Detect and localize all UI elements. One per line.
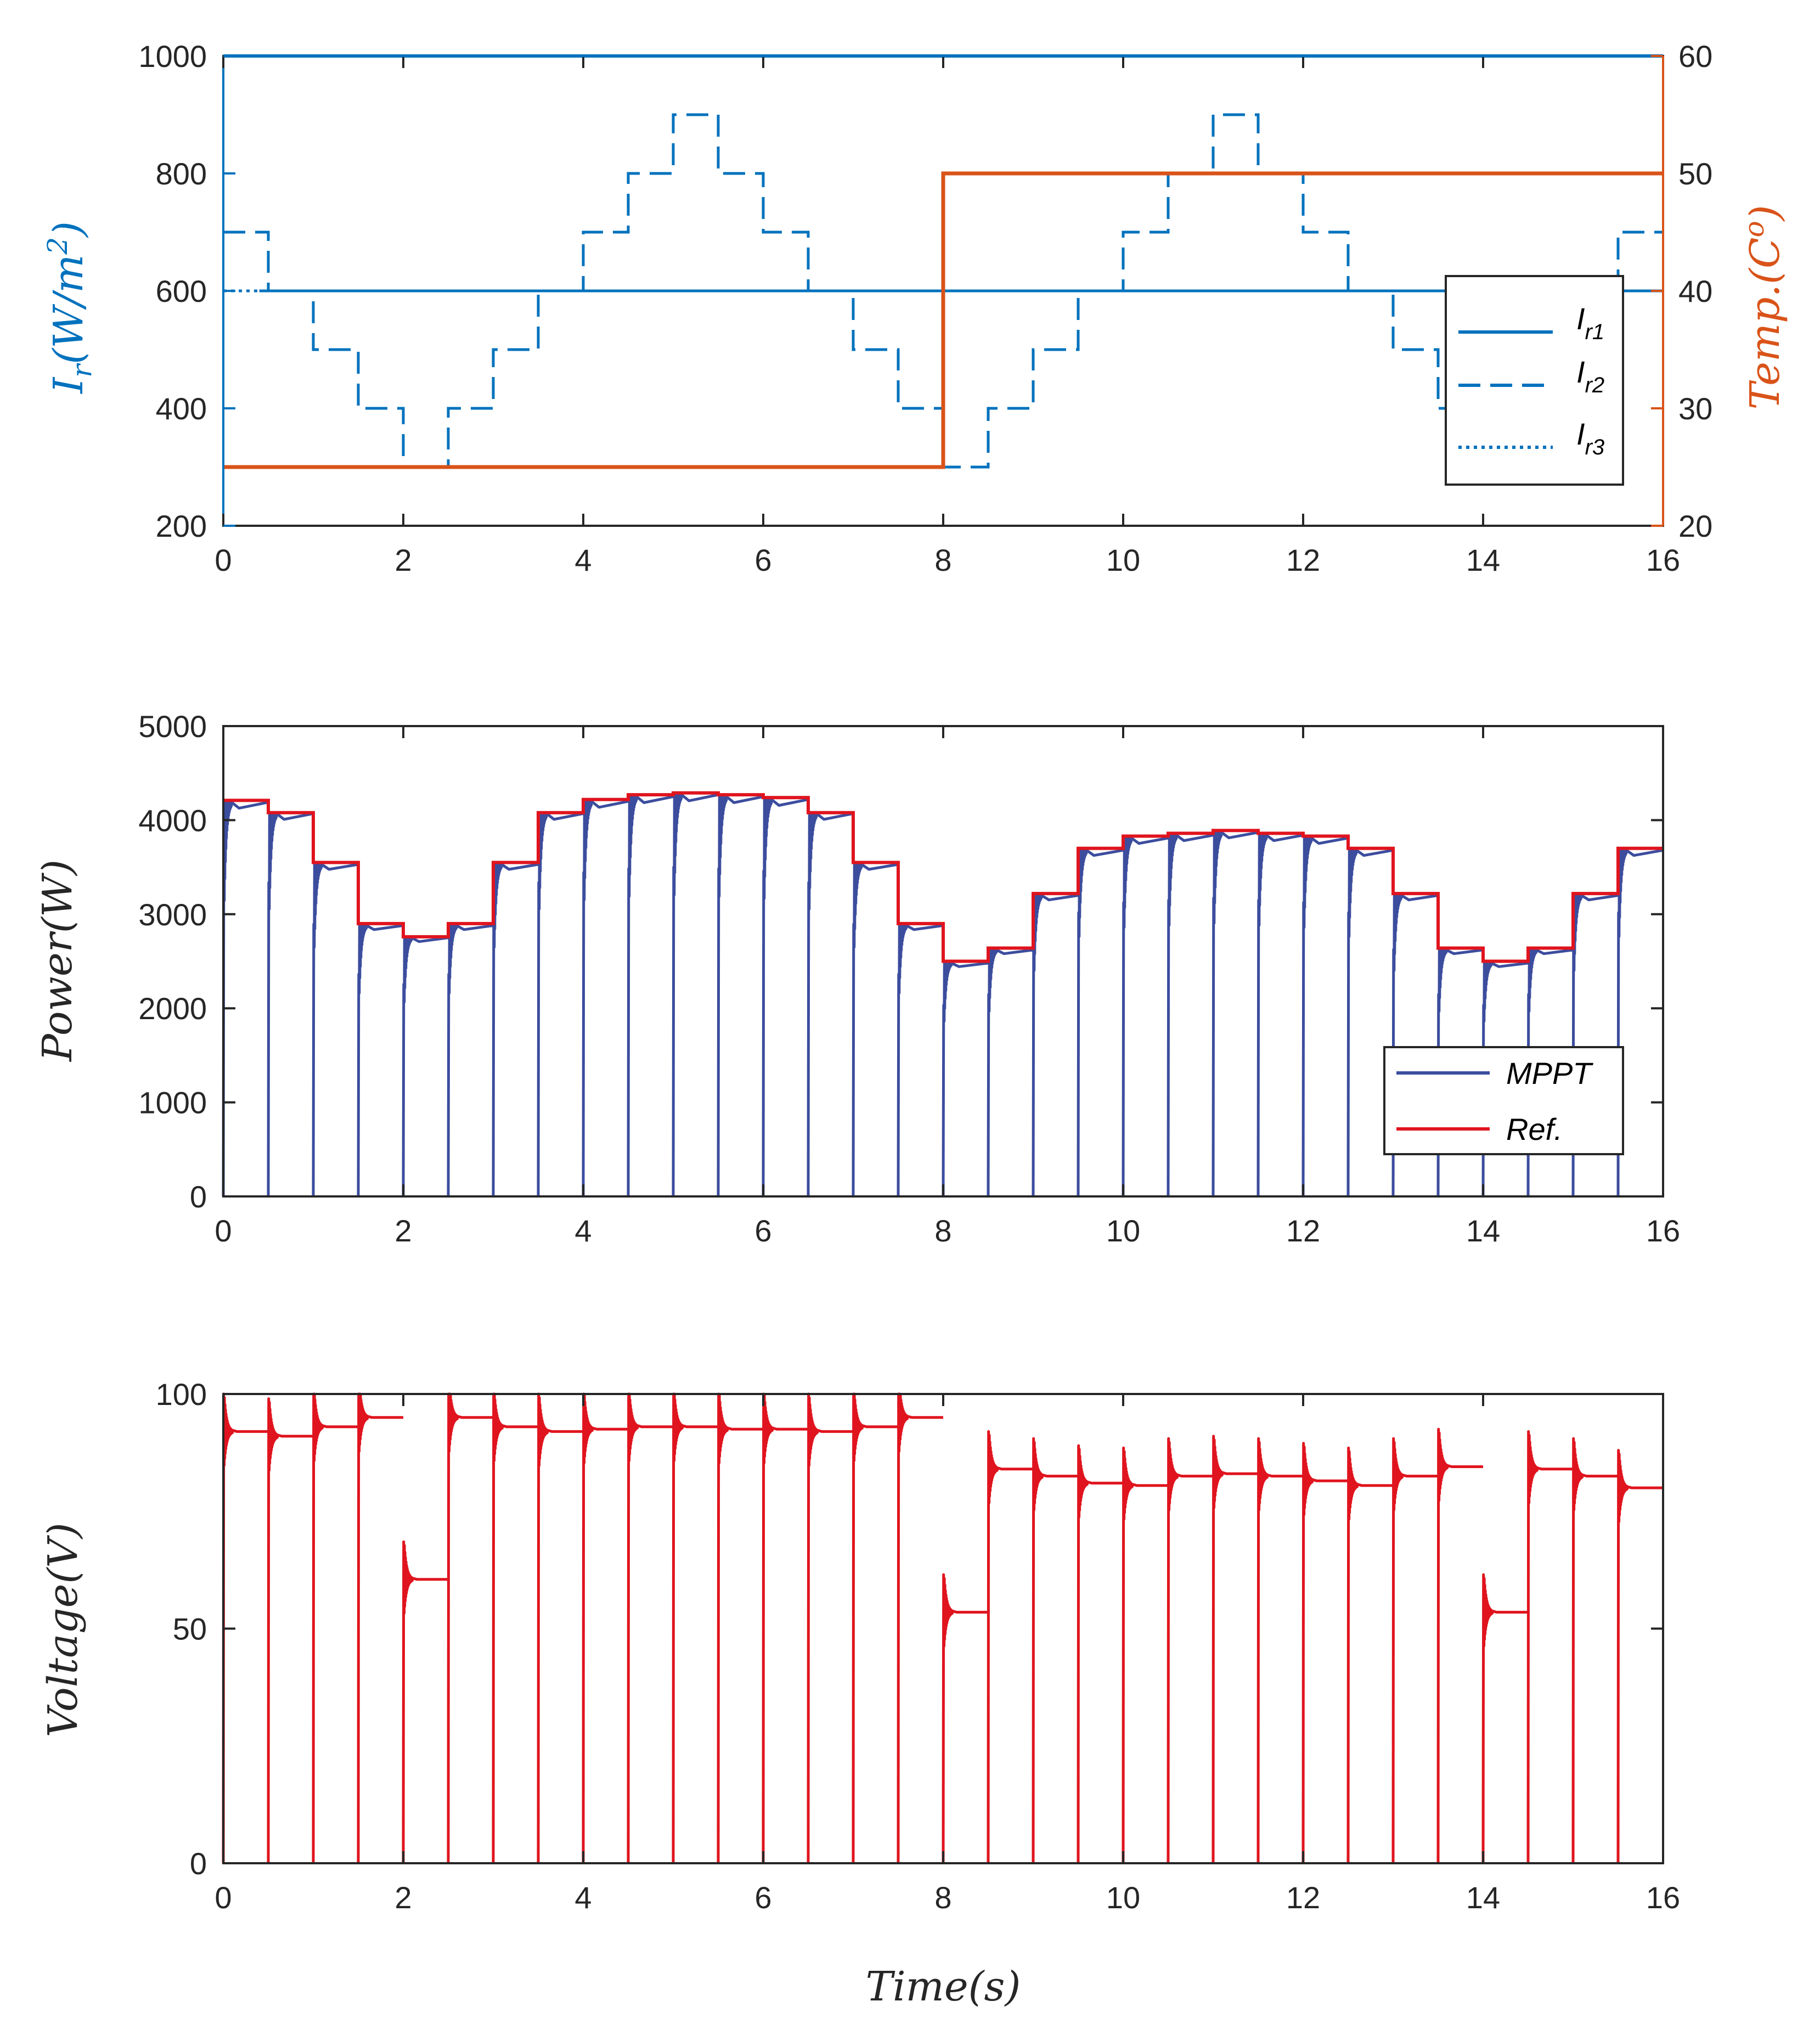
panel1-y-tick-label: 200 <box>156 509 207 543</box>
panel1-x-tick-label: 4 <box>574 543 591 577</box>
panel1-x-tick-label: 6 <box>754 543 771 577</box>
panel1-right-tick-label: 50 <box>1678 156 1712 191</box>
panel1-x-tick-label: 10 <box>1106 543 1140 577</box>
legend-main: I <box>1576 355 1585 389</box>
panel3-x-tick-label: 14 <box>1466 1880 1500 1915</box>
panel2-x-tick-label: 10 <box>1106 1213 1140 1248</box>
panel2-x-tick-label: 2 <box>395 1213 412 1248</box>
panel3-y-tick-label: 0 <box>190 1846 207 1881</box>
legend-label-ir3: Ir3 <box>1576 417 1604 459</box>
power-panel: 0 2 4 6 8 10 12 14 16 0 1000 2000 3000 4000 5000 Power… <box>34 709 1680 1248</box>
panel3-y-axis-label: Voltage(V) <box>40 1522 87 1737</box>
panel2-y-tick-label: 2000 <box>138 991 207 1026</box>
panel1-y-tick-label: 800 <box>156 156 207 191</box>
panel2-x-tick-label: 6 <box>754 1213 771 1248</box>
series-mppt-line <box>222 793 1664 1197</box>
legend-main: I <box>1576 301 1585 336</box>
voltage-panel: 0 2 4 6 8 10 12 14 16 0 50 100 Voltage(V) Time(s) <box>40 1377 1680 2010</box>
panel1-x-tick-label: 16 <box>1646 543 1680 577</box>
panel1-x-tick-label: 8 <box>934 543 951 577</box>
panel2-y-tick-label: 0 <box>190 1179 207 1214</box>
panel1-left-axis-label: Ir(W/m2) <box>42 221 98 395</box>
panel1-y-tick-label: 400 <box>156 391 207 426</box>
label-main: Temp.(C <box>1742 238 1789 410</box>
panel3-y-tick-label: 100 <box>156 1377 207 1412</box>
panel2-x-tick-label: 0 <box>215 1213 232 1248</box>
panel2-x-tick-label: 14 <box>1466 1213 1500 1248</box>
panel3-x-tick-label: 2 <box>395 1880 412 1915</box>
series-voltage-line <box>222 1392 1663 1864</box>
panel3-y-tick-label: 50 <box>173 1612 207 1646</box>
legend-sub: r2 <box>1585 373 1605 397</box>
panel2-y-axis-label: Power(W) <box>34 859 81 1063</box>
panel2-y-tick-label: 4000 <box>138 803 207 837</box>
legend-sub: r3 <box>1585 435 1605 459</box>
panel3-x-tick-label: 10 <box>1106 1880 1140 1915</box>
irradiance-temperature-panel: 0 2 4 6 8 10 12 14 1620040060080010002030405060 … <box>42 39 1789 577</box>
panel2-x-tick-label: 4 <box>574 1213 591 1248</box>
legend-sub: r1 <box>1585 320 1605 344</box>
panel2-y-tick-label: 5000 <box>138 709 207 744</box>
panel2-x-tick-label: 16 <box>1646 1213 1680 1248</box>
panel3-axes: 0 2 4 6 8 10 12 14 16 0 50 100 <box>156 1377 1681 1915</box>
panel1-right-axis-label: Temp.(Co) <box>1738 205 1789 410</box>
label-main: I <box>45 376 92 395</box>
panel1-x-tick-label: 12 <box>1286 543 1320 577</box>
label-sub: r <box>66 363 98 378</box>
panel2-x-tick-label: 8 <box>934 1213 951 1248</box>
panel3-x-axis-label: Time(s) <box>866 1963 1021 2010</box>
label-close: ) <box>1742 205 1789 222</box>
panel2-legend: MPPT Ref. <box>1383 1046 1624 1155</box>
panel1-x-tick-label: 14 <box>1466 543 1500 577</box>
panel1-axes: 0 2 4 6 8 10 12 14 16 200 400 600 800 1000 20 30 40 50 60 <box>138 39 1712 577</box>
legend-label-mppt: MPPT <box>1506 1056 1593 1090</box>
panel1-right-tick-label: 20 <box>1678 509 1712 543</box>
panel3-x-tick-label: 16 <box>1646 1880 1680 1915</box>
legend-label-ref: Ref. <box>1506 1112 1563 1146</box>
panel3-x-tick-label: 6 <box>754 1880 771 1915</box>
series-temperature-line <box>223 171 1663 469</box>
panel1-legend-box <box>1445 275 1624 486</box>
panel1-x-tick-label: 2 <box>395 543 412 577</box>
panel2-axes: 0 2 4 6 8 10 12 14 16 0 1000 2000 3000 4000 5000 <box>138 709 1680 1248</box>
panel2-y-tick-label: 3000 <box>138 897 207 932</box>
legend-label-ir1: Ir1 <box>1576 301 1604 344</box>
label-close: ) <box>45 221 92 238</box>
panel1-legend: Ir1 Ir2 Ir3 <box>1445 275 1624 486</box>
panel1-y-tick-label: 1000 <box>138 39 207 74</box>
panel2-x-tick-label: 12 <box>1286 1213 1320 1248</box>
panel3-x-tick-label: 0 <box>215 1880 232 1915</box>
legend-main: I <box>1576 417 1585 451</box>
label-sup: 2 <box>42 237 74 255</box>
panel3-data-lines <box>222 1392 1663 1864</box>
panel2-data-lines <box>222 791 1664 1197</box>
panel1-x-tick-label: 0 <box>215 543 232 577</box>
panel3-x-tick-label: 4 <box>574 1880 591 1915</box>
series-ref-line <box>223 791 1663 963</box>
panel2-y-tick-label: 1000 <box>138 1086 207 1120</box>
panel1-y-tick-label: 600 <box>156 274 207 308</box>
panel2-legend-box <box>1383 1046 1624 1155</box>
panel1-right-tick-label: 30 <box>1678 391 1712 426</box>
panel1-right-tick-label: 60 <box>1678 39 1712 74</box>
legend-label-ir2: Ir2 <box>1576 355 1604 397</box>
label-rest: (W/m <box>45 255 92 364</box>
panel1-right-tick-label: 40 <box>1678 274 1712 308</box>
panel3-x-tick-label: 12 <box>1286 1880 1320 1915</box>
label-sup: o <box>1738 221 1770 237</box>
panel3-x-tick-label: 8 <box>934 1880 951 1915</box>
